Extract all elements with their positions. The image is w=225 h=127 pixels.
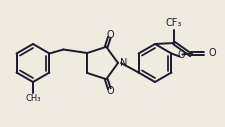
Text: O: O [178, 50, 185, 60]
Text: O: O [208, 49, 216, 59]
Text: O: O [106, 30, 114, 40]
Text: CH₃: CH₃ [25, 94, 41, 103]
Text: CF₃: CF₃ [166, 18, 182, 28]
Text: O: O [106, 86, 114, 96]
Text: N: N [120, 58, 127, 68]
